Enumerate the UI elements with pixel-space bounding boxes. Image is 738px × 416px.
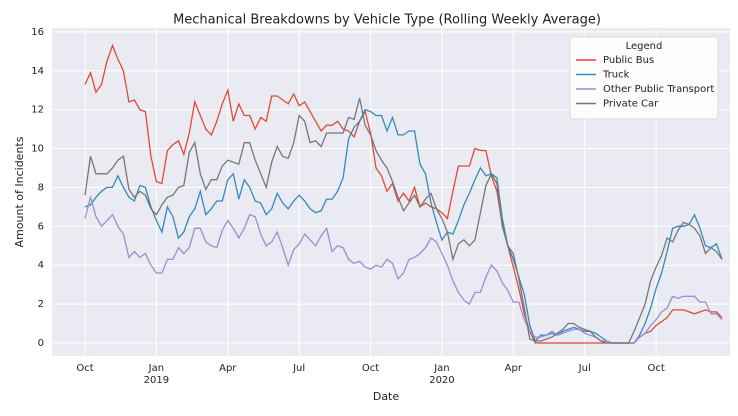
x-tick-label: Jan 2020 <box>429 363 454 386</box>
y-tick-label: 12 <box>31 105 44 116</box>
y-tick-label: 6 <box>38 221 44 232</box>
chart-title: Mechanical Breakdowns by Vehicle Type (R… <box>173 13 601 28</box>
x-tick-label: Apr <box>505 363 523 374</box>
series-line <box>84 97 723 344</box>
x-tick-label: Oct <box>76 363 93 374</box>
legend-label: Truck <box>602 70 630 81</box>
legend: Legend Public Bus Truck Other Public Transp… <box>569 36 719 120</box>
lines <box>84 43 723 344</box>
x-tick-label: Jul <box>292 363 305 374</box>
y-tick-label: 8 <box>38 182 44 193</box>
legend-label: Private Car <box>603 99 659 110</box>
x-tick-label: Jan 2019 <box>144 363 169 386</box>
y-tick-label: 10 <box>31 144 44 155</box>
legend-label: Public Bus <box>603 55 654 66</box>
y-tick-label: 2 <box>38 299 44 310</box>
y-tick-label: 14 <box>31 66 44 77</box>
x-tick-label: Jul <box>578 363 591 374</box>
y-tick-label: 16 <box>31 27 44 38</box>
x-axis-label: Date <box>373 390 400 403</box>
legend-box <box>569 36 719 120</box>
x-tick-label: Apr <box>219 363 237 374</box>
legend-title: Legend <box>626 41 663 52</box>
y-tick-label: 0 <box>38 338 44 349</box>
x-tick-label: Oct <box>362 363 379 374</box>
y-axis-label: Amount of Incidents <box>13 136 26 247</box>
x-tick-label: Oct <box>647 363 664 374</box>
y-tick-label: 4 <box>38 260 44 271</box>
legend-label: Other Public Transport <box>603 84 714 95</box>
